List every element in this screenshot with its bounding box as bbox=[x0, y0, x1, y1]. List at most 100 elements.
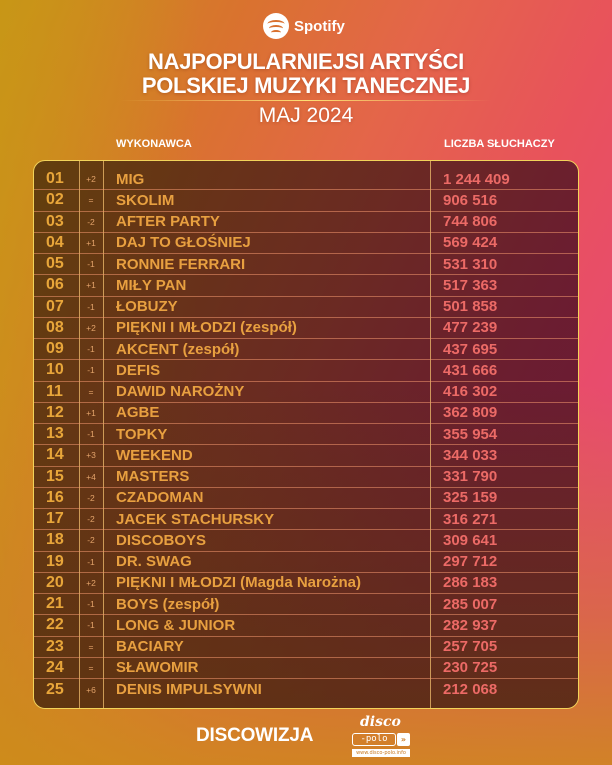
listeners-cell: 286 183 bbox=[443, 574, 498, 592]
artist-cell: MIŁY PAN bbox=[116, 276, 187, 294]
table-row: 19 -1 DR. SWAG 297 712 bbox=[34, 552, 578, 573]
artist-cell: PIĘKNI I MŁODZI (Magda Narożna) bbox=[116, 574, 362, 592]
change-cell: +6 bbox=[86, 684, 96, 695]
listeners-cell: 285 007 bbox=[443, 595, 498, 613]
spotify-wordmark: Spotify bbox=[294, 17, 345, 35]
change-cell: -2 bbox=[87, 216, 95, 227]
listeners-cell: 362 809 bbox=[443, 404, 498, 422]
change-cell: +2 bbox=[86, 577, 96, 588]
change-cell: +3 bbox=[86, 450, 96, 461]
rank-cell: 07 bbox=[46, 297, 64, 315]
table-row: 17 -2 JACEK STACHURSKY 316 271 bbox=[34, 509, 578, 531]
discowizja-logo: DISCOWIZJA bbox=[196, 725, 314, 746]
listeners-cell: 344 033 bbox=[443, 446, 498, 464]
change-cell: -2 bbox=[87, 535, 95, 546]
table-row: 21 -1 BOYS (zespół) 285 007 bbox=[34, 594, 578, 616]
rank-cell: 21 bbox=[46, 595, 64, 613]
rank-cell: 12 bbox=[46, 403, 64, 421]
change-cell: = bbox=[88, 386, 94, 397]
table-row: 06 +1 MIŁY PAN 517 363 bbox=[34, 275, 578, 297]
table-row: 13 -1 TOPKY 355 954 bbox=[34, 424, 578, 446]
listeners-cell: 431 666 bbox=[443, 361, 498, 379]
change-cell: = bbox=[88, 662, 94, 673]
artist-cell: AKCENT (zespół) bbox=[116, 340, 240, 358]
table-row: 14 +3 WEEKEND 344 033 bbox=[34, 445, 578, 467]
table-row: 01 +2 MIG 1 244 409 bbox=[34, 169, 578, 191]
artist-cell: DR. SWAG bbox=[116, 553, 192, 571]
artist-cell: MIG bbox=[116, 170, 145, 188]
table-row: 11 = DAWID NAROŻNY 416 302 bbox=[34, 382, 578, 403]
table-row: 09 -1 AKCENT (zespół) 437 695 bbox=[34, 339, 578, 361]
change-cell: -1 bbox=[87, 620, 95, 631]
change-cell: = bbox=[88, 641, 94, 652]
title-line-1: NAJPOPULARNIEJSI ARTYŚCI bbox=[148, 49, 464, 74]
artist-cell: DAWID NAROŻNY bbox=[116, 383, 245, 401]
table-rows: 01 +2 MIG 1 244 409 02 = SKOLIM 906 516 03 -2 AFTE… bbox=[34, 169, 578, 700]
rank-cell: 22 bbox=[46, 616, 64, 634]
rank-cell: 24 bbox=[46, 658, 64, 676]
table-row: 12 +1 AGBE 362 809 bbox=[34, 403, 578, 424]
change-cell: -1 bbox=[87, 344, 95, 355]
table-row: 03 -2 AFTER PARTY 744 806 bbox=[34, 212, 578, 233]
artist-cell: LONG & JUNIOR bbox=[116, 616, 236, 634]
rank-cell: 18 bbox=[46, 531, 64, 549]
listeners-cell: 416 302 bbox=[443, 383, 498, 401]
artist-cell: PIĘKNI I MŁODZI (zespół) bbox=[116, 319, 297, 337]
change-cell: -2 bbox=[87, 492, 95, 503]
rank-cell: 06 bbox=[46, 276, 64, 294]
column-header-artist: WYKONAWCA bbox=[116, 138, 192, 150]
listeners-cell: 437 695 bbox=[443, 340, 498, 358]
rank-cell: 05 bbox=[46, 255, 64, 273]
artist-cell: SŁAWOMIR bbox=[116, 659, 199, 677]
artist-cell: RONNIE FERRARI bbox=[116, 255, 246, 273]
table-row: 20 +2 PIĘKNI I MŁODZI (Magda Narożna) 286 1… bbox=[34, 573, 578, 594]
change-cell: -1 bbox=[87, 365, 95, 376]
rank-cell: 15 bbox=[46, 467, 64, 485]
table-row: 22 -1 LONG & JUNIOR 282 937 bbox=[34, 615, 578, 637]
change-cell: +1 bbox=[86, 280, 96, 291]
listeners-cell: 257 705 bbox=[443, 638, 498, 656]
forward-arrows-icon: » bbox=[397, 733, 410, 746]
rank-cell: 03 bbox=[46, 212, 64, 230]
spotify-logo-icon bbox=[263, 13, 289, 39]
rank-cell: 04 bbox=[46, 233, 64, 251]
title-line-2: POLSKIEJ MUZYKI TANECZNEJ bbox=[141, 73, 471, 98]
rank-cell: 23 bbox=[46, 637, 64, 655]
spotify-brand: Spotify bbox=[263, 12, 345, 40]
artist-cell: BOYS (zespół) bbox=[116, 595, 220, 613]
rank-cell: 17 bbox=[46, 510, 64, 528]
change-cell: -1 bbox=[87, 556, 95, 567]
table-row: 10 -1 DEFIS 431 666 bbox=[34, 360, 578, 382]
listeners-cell: 906 516 bbox=[443, 191, 498, 209]
disco-polo-url: www.disco-polo.info bbox=[352, 749, 410, 757]
period-label: MAJ 2024 bbox=[258, 104, 354, 127]
change-cell: -2 bbox=[87, 514, 95, 525]
table-row: 23 = BACIARY 257 705 bbox=[34, 637, 578, 658]
rank-cell: 16 bbox=[46, 488, 64, 506]
change-cell: -1 bbox=[87, 429, 95, 440]
change-cell: -1 bbox=[87, 301, 95, 312]
artist-cell: ŁOBUZY bbox=[116, 298, 178, 316]
page-title: NAJPOPULARNIEJSI ARTYŚCI POLSKIEJ MUZYKI… bbox=[0, 50, 612, 98]
artist-cell: JACEK STACHURSKY bbox=[116, 510, 275, 528]
listeners-cell: 282 937 bbox=[443, 616, 498, 634]
rank-cell: 02 bbox=[46, 191, 64, 209]
listeners-cell: 316 271 bbox=[443, 510, 498, 528]
change-cell: +1 bbox=[86, 407, 96, 418]
table-row: 16 -2 CZADOMAN 325 159 bbox=[34, 488, 578, 509]
listeners-cell: 569 424 bbox=[443, 234, 498, 252]
rank-cell: 08 bbox=[46, 318, 64, 336]
change-cell: +2 bbox=[86, 322, 96, 333]
column-header-listeners: LICZBA SŁUCHACZY bbox=[444, 138, 555, 150]
artist-cell: MASTERS bbox=[116, 468, 190, 486]
change-cell: +2 bbox=[86, 174, 96, 185]
listeners-cell: 517 363 bbox=[443, 276, 498, 294]
listeners-cell: 1 244 409 bbox=[443, 170, 510, 188]
rank-cell: 11 bbox=[46, 382, 63, 400]
artist-cell: AFTER PARTY bbox=[116, 213, 220, 231]
listeners-cell: 744 806 bbox=[443, 213, 498, 231]
rank-cell: 09 bbox=[46, 340, 64, 358]
table-row: 05 -1 RONNIE FERRARI 531 310 bbox=[34, 254, 578, 276]
disco-polo-logo-top: disco bbox=[360, 714, 401, 730]
rank-cell: 10 bbox=[46, 361, 64, 379]
